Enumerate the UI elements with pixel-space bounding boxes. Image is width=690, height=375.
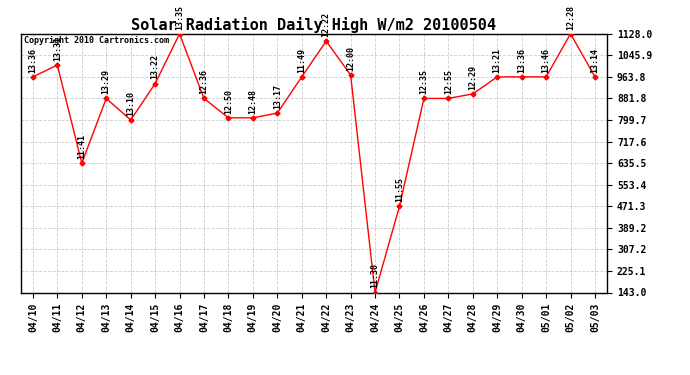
Text: 11:41: 11:41 xyxy=(77,134,86,159)
Text: 12:48: 12:48 xyxy=(248,88,257,114)
Text: 11:49: 11:49 xyxy=(297,48,306,73)
Text: 12:22: 12:22 xyxy=(322,12,331,37)
Text: 13:17: 13:17 xyxy=(273,84,282,109)
Text: 13:36: 13:36 xyxy=(28,48,37,73)
Text: 12:36: 12:36 xyxy=(199,69,208,94)
Text: Copyright 2010 Cartronics.com: Copyright 2010 Cartronics.com xyxy=(23,36,168,45)
Text: 11:55: 11:55 xyxy=(395,177,404,202)
Text: 12:28: 12:28 xyxy=(566,4,575,30)
Text: 13:29: 13:29 xyxy=(101,69,110,94)
Text: 13:46: 13:46 xyxy=(542,48,551,73)
Text: 13:22: 13:22 xyxy=(150,54,159,80)
Text: 13:21: 13:21 xyxy=(493,48,502,73)
Text: 12:35: 12:35 xyxy=(420,69,428,94)
Text: 13:31: 13:31 xyxy=(53,36,62,61)
Text: 12:00: 12:00 xyxy=(346,46,355,71)
Text: 13:10: 13:10 xyxy=(126,91,135,116)
Text: 13:14: 13:14 xyxy=(591,48,600,73)
Text: 12:29: 12:29 xyxy=(469,65,477,90)
Text: 13:35: 13:35 xyxy=(175,4,184,30)
Text: 11:30: 11:30 xyxy=(371,263,380,288)
Title: Solar Radiation Daily High W/m2 20100504: Solar Radiation Daily High W/m2 20100504 xyxy=(132,16,496,33)
Text: 13:36: 13:36 xyxy=(518,48,526,73)
Text: 12:55: 12:55 xyxy=(444,69,453,94)
Text: 12:50: 12:50 xyxy=(224,88,233,114)
